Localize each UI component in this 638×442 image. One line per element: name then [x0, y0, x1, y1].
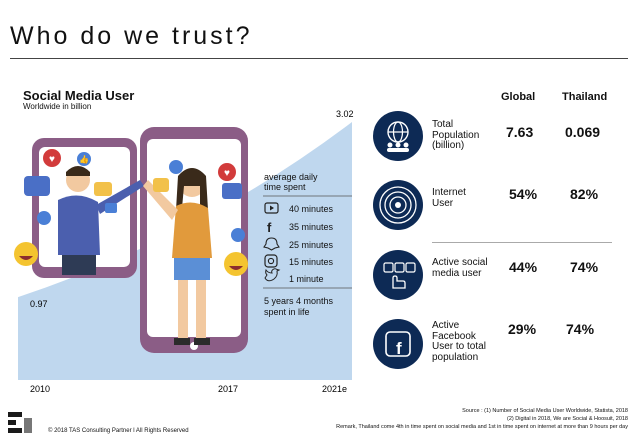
man-illustration: [58, 166, 144, 275]
like-bubble-icon: [37, 211, 51, 225]
heart-bubble-icon: ♥: [43, 149, 61, 167]
global-facebook-value: 29%: [508, 321, 537, 337]
thailand-population-value: 0.069: [565, 124, 601, 140]
global-internet-value: 54%: [509, 186, 538, 202]
svg-text:♥: ♥: [49, 154, 55, 165]
svg-text:f: f: [267, 220, 272, 235]
svg-text:f: f: [396, 339, 402, 358]
x-tick-label: 2017: [218, 384, 238, 394]
time-in-life: 5 years 4 months: [264, 296, 334, 306]
facebook-icon: f: [267, 220, 272, 235]
chat-bubble-icon: [24, 176, 50, 196]
svg-text:♥: ♥: [224, 168, 230, 179]
twitter-icon: [264, 268, 281, 282]
row-label-social: Active social media user: [432, 257, 488, 279]
laughing-emoji-icon: [224, 252, 248, 276]
row-label-population: Total Population (billion): [432, 119, 480, 151]
svg-text:👍: 👍: [79, 154, 89, 164]
facebook-time: 35 minutes: [289, 222, 334, 232]
time-in-life: spent in life: [264, 307, 310, 317]
chart-title: Social Media User: [23, 88, 135, 103]
chart-subtitle: Worldwide in billion: [23, 102, 92, 111]
chat-bubble-icon: [222, 183, 242, 199]
instagram-time: 15 minutes: [289, 257, 334, 267]
facebook-square-icon: f: [373, 319, 423, 369]
snapchat-icon: [263, 237, 280, 251]
internet-signal-icon: [373, 180, 423, 230]
row-label-internet: Internet User: [432, 187, 466, 209]
column-header-thailand: Thailand: [562, 91, 608, 103]
global-population-value: 7.63: [506, 124, 534, 140]
chat-bubble-icon: [153, 178, 169, 192]
source-note: Source : (1) Number of Social Media User…: [336, 408, 628, 430]
x-tick-label: 2010: [30, 384, 50, 394]
page-title: Who do we trust?: [10, 22, 253, 50]
social-media-hand-icon: [373, 250, 423, 300]
snapchat-time: 25 minutes: [289, 240, 334, 250]
chat-bubble-icon: [105, 203, 117, 213]
tas-logo-icon: [8, 412, 32, 433]
copyright: © 2018 TAS Consulting Partner l All Righ…: [48, 428, 189, 434]
row-label-facebook: Active Facebook User to total population: [432, 320, 486, 363]
thailand-internet-value: 82%: [570, 186, 599, 202]
global-social-value: 44%: [509, 259, 538, 275]
chart-end-value: 3.02: [336, 109, 354, 119]
title-divider: [10, 58, 628, 59]
like-bubble-icon: 👍: [77, 152, 91, 166]
thailand-social-value: 74%: [570, 259, 599, 275]
like-bubble-icon: [169, 160, 183, 174]
time-spent-title: time spent: [264, 182, 306, 192]
instagram-icon: [264, 254, 278, 268]
thailand-facebook-value: 74%: [566, 321, 595, 337]
like-bubble-icon: [231, 228, 245, 242]
chat-bubble-icon: [94, 182, 112, 196]
population-globe-icon: [373, 111, 423, 161]
laughing-emoji-icon: [14, 242, 38, 266]
woman-illustration: [143, 168, 212, 345]
column-header-global: Global: [501, 91, 536, 103]
heart-bubble-icon: ♥: [218, 163, 236, 181]
twitter-time: 1 minute: [289, 274, 324, 284]
chart-start-value: 0.97: [30, 299, 48, 309]
youtube-icon: [264, 202, 279, 214]
youtube-time: 40 minutes: [289, 204, 334, 214]
x-tick-label: 2021e: [322, 384, 347, 394]
time-spent-title: average daily: [264, 172, 318, 182]
table-divider: [432, 242, 612, 243]
